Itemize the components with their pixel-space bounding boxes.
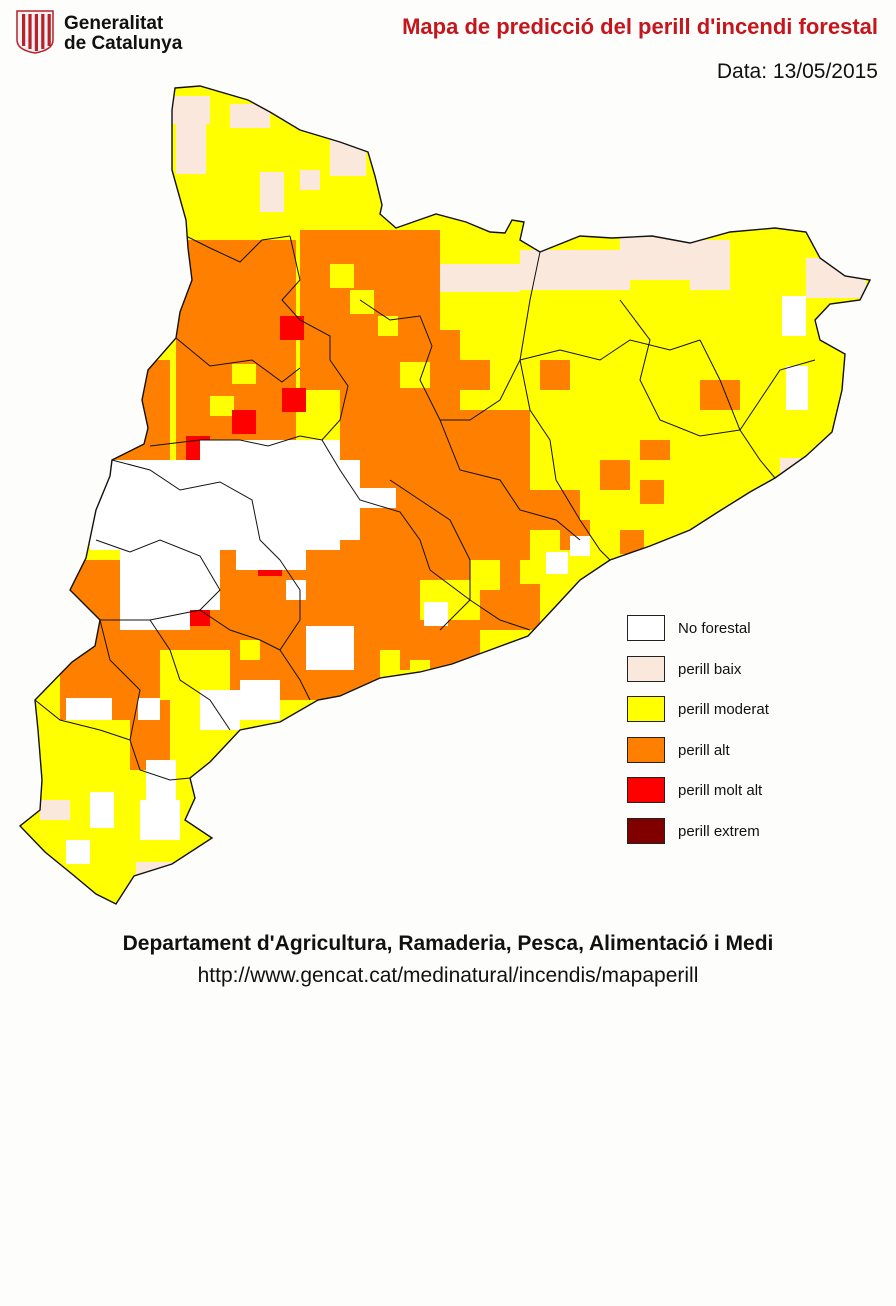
risk-cell-alt [460, 360, 490, 390]
legend-swatch [627, 615, 665, 641]
risk-cell-no-forestal [356, 488, 396, 508]
risk-cell-no-forestal [570, 536, 590, 556]
department-credit: Departament d'Agricultura, Ramaderia, Pe… [122, 932, 774, 955]
risk-cell-baix [170, 96, 210, 124]
risk-cell-moderat [380, 650, 400, 670]
risk-cell-no-forestal [236, 500, 306, 570]
risk-cell-moderat [210, 396, 234, 416]
risk-cell-moderat [330, 264, 354, 288]
risk-cell-no-forestal [140, 800, 180, 840]
risk-cell-moderat [470, 560, 500, 590]
risk-cell-no-forestal [160, 550, 220, 610]
risk-cell-no-forestal [90, 792, 114, 828]
risk-cell-no-forestal [306, 626, 354, 670]
legend-label: perill moderat [678, 701, 769, 718]
legend-label: perill baix [678, 660, 742, 678]
risk-cell-baix [300, 170, 320, 190]
comarca-boundaries [34, 235, 816, 781]
risk-cell-alt [640, 480, 664, 504]
risk-cell-baix [780, 458, 804, 482]
risk-cell-no-forestal [300, 460, 360, 540]
risk-cell-alt [700, 380, 740, 410]
risk-cell-no-forestal [200, 690, 240, 730]
risk-cell-no-forestal [424, 602, 448, 626]
logo-line-1: Generalitat [64, 13, 164, 34]
legend-swatch [627, 736, 665, 763]
legend-swatch [627, 777, 665, 803]
risk-cell-baix [260, 172, 284, 212]
senyera-emblem-icon [16, 10, 54, 54]
logo-wordmark: Generalitat de Catalunya [64, 14, 182, 54]
risk-cell-baix [40, 800, 70, 820]
risk-cell-baix [440, 264, 520, 292]
generalitat-logo: Generalitat de Catalunya [16, 10, 206, 58]
risk-cell-moderat [540, 580, 570, 600]
source-url[interactable]: http://www.gencat.cat/medinatural/incend… [197, 964, 699, 987]
risk-cell-moderat [350, 290, 374, 314]
risk-cell-baix [176, 124, 206, 174]
risk-cell-baix [136, 862, 186, 882]
legend-swatch [627, 655, 665, 682]
risk-cell-molt-alt [232, 410, 256, 434]
risk-cell-moderat [240, 640, 260, 660]
legend-swatch [627, 696, 665, 722]
risk-cell-baix [230, 104, 270, 128]
risk-map [19, 85, 871, 905]
legend-label: perill molt alt [678, 782, 763, 799]
forecast-date: Data: 13/05/2015 [716, 60, 878, 83]
risk-cell-no-forestal [66, 698, 112, 720]
risk-cell-no-forestal [240, 680, 280, 720]
risk-cell-no-forestal [66, 840, 90, 864]
risk-cell-molt-alt [282, 388, 306, 412]
risk-cell-alt [640, 440, 670, 460]
legend-label: No forestal [678, 620, 751, 637]
risk-cell-alt [70, 680, 110, 700]
risk-cell-alt [540, 360, 570, 390]
page-title: Mapa de predicció del perill d'incendi f… [402, 14, 878, 39]
risk-cell-no-forestal [546, 552, 568, 574]
risk-cell-no-forestal [560, 600, 584, 620]
logo-line-2: de Catalunya [64, 33, 183, 54]
risk-cell-moderat [232, 364, 256, 384]
risk-cell-alt [600, 460, 630, 490]
risk-cell-no-forestal [782, 296, 806, 336]
risk-cell-baix [620, 236, 700, 280]
legend-label: perill extrem [678, 822, 760, 840]
risk-cell-alt [620, 530, 644, 554]
risk-cell-molt-alt [280, 316, 304, 340]
risk-cell-baix [690, 240, 730, 290]
legend-label: perill alt [678, 741, 730, 759]
risk-cell-moderat [378, 316, 398, 336]
risk-cell-alt [510, 410, 530, 430]
risk-cell-no-forestal [286, 580, 306, 600]
legend-swatch [627, 817, 665, 844]
risk-cell-no-forestal [786, 366, 808, 410]
risk-cell-no-forestal [138, 698, 160, 720]
risk-cell-baix [520, 250, 630, 290]
